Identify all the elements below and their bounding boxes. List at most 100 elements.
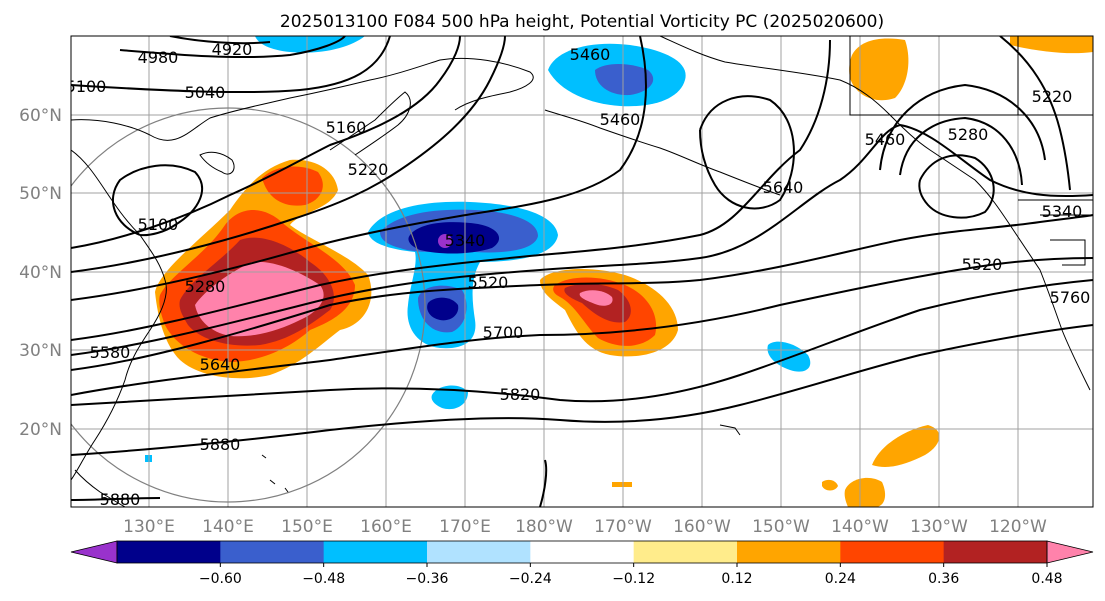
- lon-label: 170°E: [439, 517, 491, 537]
- height-contour: [918, 154, 995, 219]
- contour-label: 4980: [138, 48, 179, 67]
- pv-positive-area: [849, 38, 909, 101]
- pv-negative-area: [427, 297, 459, 321]
- height-contour: [169, 36, 271, 45]
- contour-label: 5340: [1042, 202, 1083, 221]
- contour-labels: 4920 4980 5040 5100 5160 5220 5100 5280 …: [66, 40, 1091, 507]
- colorbar-extend-low: [70, 540, 118, 564]
- pv-negative-area: [767, 341, 811, 372]
- height-contour: [71, 257, 1093, 396]
- contour-label: 5220: [1032, 87, 1073, 106]
- contour-label: 5460: [600, 110, 641, 129]
- pv-negative-area: [438, 234, 452, 248]
- lon-label: 160°E: [360, 517, 412, 537]
- height-contour: [71, 36, 647, 301]
- lon-label: 160°W: [673, 517, 731, 537]
- height-contour: [119, 36, 346, 59]
- colorbar: −0.60 −0.48 −0.36 −0.24 −0.12 0.12 0.24 0.36 0.4…: [70, 540, 1094, 587]
- colorbar-segment: [427, 541, 531, 563]
- lat-label: 20°N: [19, 420, 62, 440]
- lon-label: 140°W: [831, 517, 889, 537]
- height-contour: [699, 95, 795, 210]
- contour-label: 5820: [500, 385, 541, 404]
- height-contour: [71, 214, 1093, 371]
- pv-positive-area: [579, 290, 613, 306]
- contour-label: 5460: [865, 130, 906, 149]
- pv-positive-area: [844, 477, 886, 507]
- pv-positive-area: [822, 479, 838, 491]
- latitude-labels: 60°N 50°N 40°N 30°N 20°N: [19, 106, 62, 440]
- contour-label: 5460: [570, 45, 611, 64]
- height-contour: [71, 39, 831, 341]
- colorbar-segment: [530, 541, 635, 563]
- colorbar-tick-label: −0.12: [612, 571, 655, 587]
- height-contour: [71, 324, 1093, 456]
- pv-negative-area: [408, 222, 500, 254]
- height-contour: [111, 164, 204, 237]
- pv-negative-area: [595, 64, 654, 96]
- contour-label: 5760: [1050, 288, 1091, 307]
- height-contour: [539, 459, 548, 507]
- height-contours: [71, 36, 1093, 507]
- contour-label: 5040: [185, 83, 226, 102]
- longitude-labels: 130°E 140°E 150°E 160°E 170°E 180°W 170°…: [123, 517, 1047, 537]
- pv-positive-area: [872, 425, 940, 467]
- contour-label: 5640: [763, 178, 804, 197]
- lon-label: 130°E: [123, 517, 175, 537]
- colorbar-tick-label: 0.24: [825, 571, 856, 587]
- colorbar-tick-label: −0.48: [302, 571, 345, 587]
- contour-label: 5880: [200, 435, 241, 454]
- height-contour: [71, 123, 1093, 356]
- coastlines: [71, 36, 1091, 507]
- lat-label: 40°N: [19, 263, 62, 283]
- contour-label: 5100: [66, 77, 107, 96]
- lon-label: 150°W: [752, 517, 810, 537]
- contour-label: 5520: [962, 255, 1003, 274]
- height-contour: [879, 83, 1046, 171]
- contour-label: 5280: [948, 125, 989, 144]
- contour-label: 5700: [483, 323, 524, 342]
- lon-label: 120°W: [989, 517, 1047, 537]
- pv-positive-area: [262, 166, 323, 206]
- colorbar-tick-label: 0.36: [928, 571, 959, 587]
- colorbar-segment: [220, 541, 325, 563]
- colorbar-extend-high: [1046, 540, 1094, 564]
- height-contour: [71, 497, 161, 501]
- colorbar-segment: [943, 541, 1048, 563]
- colorbar-segment: [323, 541, 428, 563]
- pv-positive-area: [612, 482, 632, 487]
- lon-label: 150°E: [281, 517, 333, 537]
- pv-negative-area: [255, 36, 365, 53]
- lat-label: 60°N: [19, 106, 62, 126]
- colorbar-segment: [840, 541, 945, 563]
- contour-label: 5340: [445, 231, 486, 250]
- contour-label: 5100: [138, 215, 179, 234]
- colorbar-tick-label: 0.12: [721, 571, 752, 587]
- map-area: 4920 4980 5040 5100 5160 5220 5100 5280 …: [66, 36, 1093, 507]
- lon-label: 170°W: [594, 517, 652, 537]
- range-circle: [71, 107, 426, 503]
- map-title: 2025013100 F084 500 hPa height, Potentia…: [280, 12, 884, 32]
- height-contour: [71, 36, 391, 94]
- height-contour: [71, 36, 461, 249]
- contour-label: 4920: [212, 40, 253, 59]
- height-contour: [899, 116, 1023, 186]
- borders: [849, 36, 1093, 266]
- contour-label: 5220: [348, 160, 389, 179]
- colorbar-tick-label: −0.60: [199, 571, 242, 587]
- contour-label: 5640: [200, 355, 241, 374]
- colorbar-outline: [116, 540, 1048, 564]
- contour-label: 5280: [185, 277, 226, 296]
- contour-label: 5160: [326, 118, 367, 137]
- height-contour: [71, 279, 1093, 406]
- lon-label: 140°E: [202, 517, 254, 537]
- pv-positive-area: [1010, 36, 1093, 54]
- lat-label: 50°N: [19, 184, 62, 204]
- lon-label: 180°W: [515, 517, 573, 537]
- pv-negative-area: [431, 385, 468, 410]
- contour-label: 5580: [90, 343, 131, 362]
- map-frame: [70, 35, 1094, 508]
- height-contour: [71, 36, 506, 273]
- lon-label: 130°W: [910, 517, 968, 537]
